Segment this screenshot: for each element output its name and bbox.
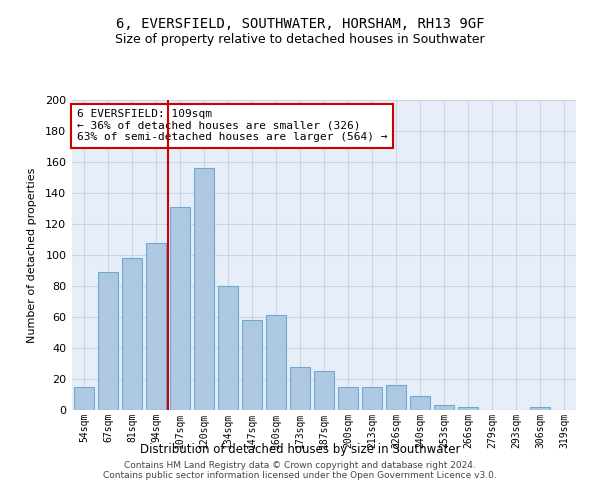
Bar xyxy=(362,387,382,410)
Bar xyxy=(122,258,142,410)
Bar xyxy=(266,316,286,410)
Bar xyxy=(314,371,334,410)
Bar xyxy=(146,242,166,410)
Bar xyxy=(386,385,406,410)
Bar xyxy=(170,207,190,410)
Bar xyxy=(242,320,262,410)
Bar xyxy=(458,407,478,410)
Bar xyxy=(218,286,238,410)
Text: Size of property relative to detached houses in Southwater: Size of property relative to detached ho… xyxy=(115,32,485,46)
Bar xyxy=(410,396,430,410)
Bar xyxy=(434,406,454,410)
Y-axis label: Number of detached properties: Number of detached properties xyxy=(27,168,37,342)
Bar xyxy=(98,272,118,410)
Bar xyxy=(74,387,94,410)
Bar xyxy=(290,366,310,410)
Text: 6 EVERSFIELD: 109sqm
← 36% of detached houses are smaller (326)
63% of semi-deta: 6 EVERSFIELD: 109sqm ← 36% of detached h… xyxy=(77,110,388,142)
Bar xyxy=(194,168,214,410)
Bar xyxy=(338,387,358,410)
Text: 6, EVERSFIELD, SOUTHWATER, HORSHAM, RH13 9GF: 6, EVERSFIELD, SOUTHWATER, HORSHAM, RH13… xyxy=(116,18,484,32)
Text: Contains HM Land Registry data © Crown copyright and database right 2024.
Contai: Contains HM Land Registry data © Crown c… xyxy=(103,460,497,480)
Bar xyxy=(530,407,550,410)
Text: Distribution of detached houses by size in Southwater: Distribution of detached houses by size … xyxy=(140,442,460,456)
